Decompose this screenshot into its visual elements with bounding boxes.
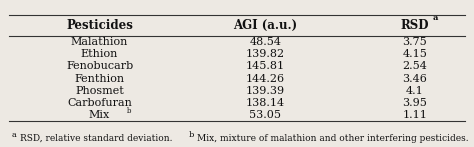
Text: 139.39: 139.39: [246, 86, 285, 96]
Text: 145.81: 145.81: [246, 61, 285, 71]
Text: 3.95: 3.95: [402, 98, 427, 108]
Text: 4.15: 4.15: [402, 49, 427, 59]
Text: b: b: [127, 107, 131, 115]
Text: Mix, mixture of malathion and other interfering pesticides.: Mix, mixture of malathion and other inte…: [197, 134, 469, 143]
Text: 3.46: 3.46: [402, 74, 427, 84]
Text: 138.14: 138.14: [246, 98, 285, 108]
Text: 4.1: 4.1: [406, 86, 424, 96]
Text: a: a: [433, 14, 438, 22]
Text: 139.82: 139.82: [246, 49, 285, 59]
Text: Phosmet: Phosmet: [75, 86, 124, 96]
Text: Pesticides: Pesticides: [66, 19, 133, 32]
Text: Carbofuran: Carbofuran: [67, 98, 132, 108]
Text: 2.54: 2.54: [402, 61, 427, 71]
Text: Fenobucarb: Fenobucarb: [66, 61, 133, 71]
Text: Malathion: Malathion: [71, 37, 128, 47]
Text: Mix: Mix: [89, 110, 110, 120]
Text: RSD: RSD: [401, 19, 429, 32]
Text: b: b: [189, 131, 194, 138]
Text: 3.75: 3.75: [402, 37, 427, 47]
Text: Ethion: Ethion: [81, 49, 118, 59]
Text: Fenthion: Fenthion: [74, 74, 125, 84]
Text: 1.11: 1.11: [402, 110, 427, 120]
Text: a: a: [12, 131, 17, 138]
Text: RSD, relative standard deviation.: RSD, relative standard deviation.: [20, 134, 179, 143]
Text: 53.05: 53.05: [249, 110, 282, 120]
Text: AGI (a.u.): AGI (a.u.): [233, 19, 298, 32]
Text: 144.26: 144.26: [246, 74, 285, 84]
Text: 48.54: 48.54: [249, 37, 282, 47]
